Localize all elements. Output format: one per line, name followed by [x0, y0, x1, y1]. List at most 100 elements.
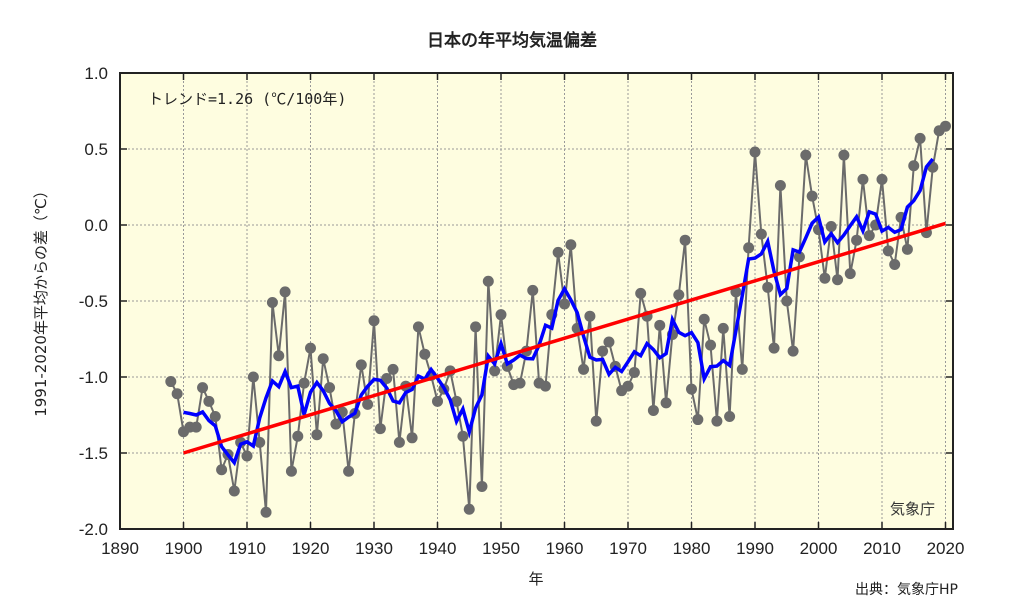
annual-point	[736, 363, 748, 375]
x-tick-label: 1930	[355, 539, 393, 558]
annual-point	[368, 315, 380, 327]
annual-point	[463, 503, 475, 515]
annual-point	[514, 377, 526, 389]
annual-point	[863, 230, 875, 242]
annual-point	[781, 295, 793, 307]
x-tick-label: 1900	[165, 539, 203, 558]
y-tick-label: 1.0	[84, 64, 108, 83]
annual-point	[552, 246, 564, 258]
annual-point	[717, 322, 729, 334]
annual-point	[241, 450, 253, 462]
annual-point	[838, 149, 850, 161]
y-tick-label: 0.5	[84, 140, 108, 159]
y-tick-label: -1.0	[79, 368, 108, 387]
x-tick-label: 1970	[609, 539, 647, 558]
annual-point	[908, 160, 920, 172]
annual-point	[412, 321, 424, 333]
annual-point	[914, 132, 926, 144]
x-tick-label: 1940	[419, 539, 457, 558]
source-credit: 出典：気象庁HP	[855, 582, 958, 598]
annual-point	[660, 397, 672, 409]
x-axis-ticks: 1890 1900 1910 1920 1930 1940 1950 1960 1970 1980…	[101, 73, 964, 558]
x-tick-label: 1960	[546, 539, 584, 558]
y-tick-label: -2.0	[79, 520, 108, 539]
chart-title: 日本の年平均気温偏差	[427, 30, 597, 51]
annual-point	[317, 353, 329, 365]
annual-point	[673, 289, 685, 301]
annual-point	[940, 120, 951, 132]
annual-point	[584, 310, 596, 322]
annual-point	[476, 480, 488, 492]
annual-point	[451, 395, 463, 407]
y-tick-label: -1.5	[79, 444, 108, 463]
annual-point	[374, 423, 386, 435]
annual-point	[698, 313, 710, 325]
annual-point	[882, 245, 894, 257]
annual-point	[724, 411, 736, 423]
annual-point	[851, 234, 863, 246]
annual-point	[793, 251, 805, 263]
annual-point	[622, 380, 634, 392]
annual-point	[406, 432, 418, 444]
annual-point	[705, 339, 717, 351]
annual-point	[686, 383, 697, 395]
annual-point	[539, 380, 551, 392]
annual-point	[495, 309, 507, 321]
annual-point	[876, 173, 888, 185]
x-tick-label: 1910	[228, 539, 266, 558]
annual-point	[355, 359, 367, 371]
annual-point	[254, 436, 266, 448]
annual-point	[292, 430, 304, 442]
annual-point	[774, 179, 786, 191]
running-mean-line	[183, 157, 935, 467]
x-tick-label: 1920	[292, 539, 330, 558]
agency-label: 気象庁	[890, 500, 935, 518]
annual-point	[832, 274, 844, 286]
x-tick-label: 2010	[863, 539, 901, 558]
annual-point	[578, 363, 590, 375]
y-tick-label: 0.0	[84, 216, 108, 235]
annual-point	[387, 363, 399, 375]
annual-point	[806, 190, 818, 202]
annual-point	[228, 485, 240, 497]
annual-point	[857, 173, 869, 185]
annual-point	[266, 297, 278, 309]
annual-point	[165, 376, 177, 388]
annual-point	[787, 345, 799, 357]
annual-point	[597, 345, 609, 357]
annual-point	[679, 234, 691, 246]
annual-point	[901, 243, 913, 255]
annual-point	[279, 286, 291, 298]
annual-point	[273, 350, 285, 362]
annual-point	[285, 465, 297, 477]
annual-point	[743, 242, 755, 254]
annual-point	[343, 465, 355, 477]
annual-point	[197, 382, 209, 394]
x-tick-label: 1980	[673, 539, 711, 558]
annual-point	[216, 464, 228, 476]
x-tick-label: 1890	[101, 539, 139, 558]
annual-point	[190, 421, 202, 433]
plot-frame	[119, 72, 954, 530]
annual-point	[749, 146, 761, 158]
annual-point	[527, 284, 539, 296]
annual-point	[247, 371, 259, 383]
annual-point	[819, 272, 831, 284]
annual-point	[755, 228, 767, 240]
annual-point	[654, 319, 666, 331]
x-axis-label: 年	[528, 570, 543, 588]
annual-point	[628, 366, 640, 378]
annual-point	[635, 287, 647, 299]
trend-annotation: トレンド=1.26 (℃/100年)	[148, 90, 346, 108]
x-tick-label: 1950	[482, 539, 520, 558]
annual-point	[565, 239, 577, 251]
annual-point	[209, 411, 221, 423]
annual-point	[844, 268, 856, 280]
annual-point	[489, 365, 501, 377]
y-axis-ticks: 1.0 0.5 0.0 -0.5 -1.0 -1.5 -2.0	[79, 64, 953, 539]
annual-point	[298, 377, 310, 389]
y-tick-label: -0.5	[79, 292, 108, 311]
annual-point	[203, 395, 215, 407]
annual-point	[362, 398, 374, 410]
trend-series	[182, 221, 947, 455]
